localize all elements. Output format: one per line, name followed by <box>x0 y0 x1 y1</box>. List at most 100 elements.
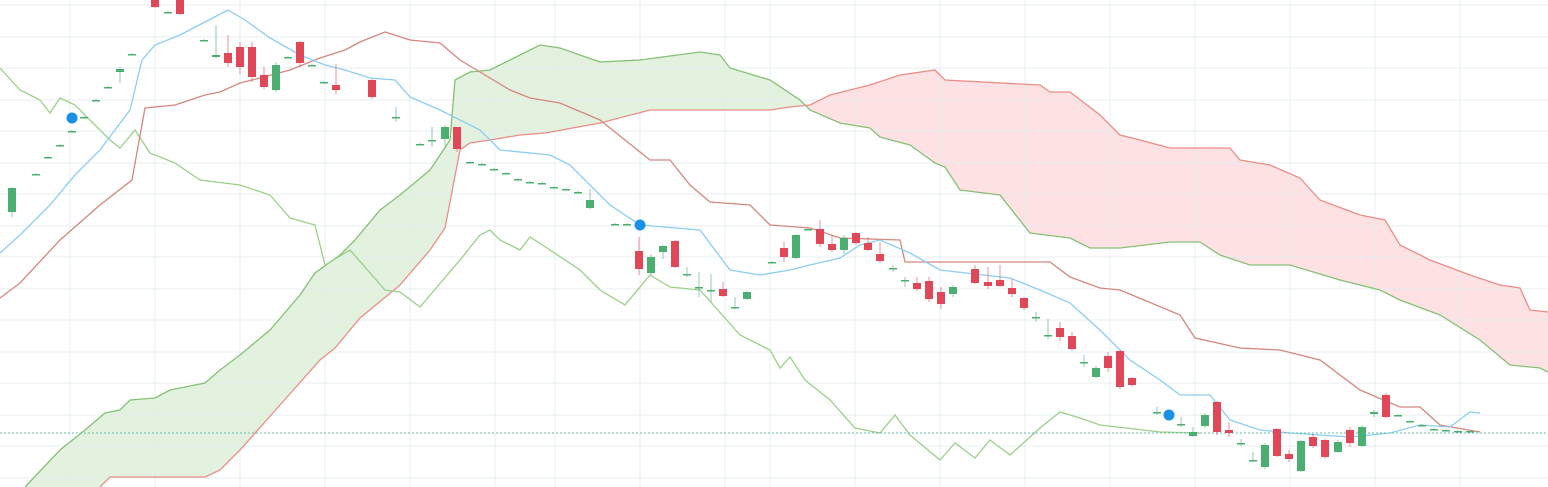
cloud-bear <box>0 70 1548 487</box>
candle-body <box>1020 298 1028 308</box>
candle-body <box>683 274 691 276</box>
candle-body <box>840 238 848 250</box>
candle-body <box>1334 442 1342 452</box>
candle-body <box>1128 378 1136 385</box>
candle-body <box>1273 429 1281 456</box>
candle-body <box>971 269 979 283</box>
candle-body <box>236 47 244 67</box>
candle-body <box>1068 336 1076 349</box>
candle-body <box>128 54 136 56</box>
candle-body <box>949 287 957 294</box>
candle-body <box>248 47 256 77</box>
candle-body <box>296 42 304 63</box>
candle-body <box>913 283 921 289</box>
candle-body <box>32 174 40 176</box>
candle-body <box>731 307 739 309</box>
candle-body <box>151 0 159 7</box>
candle-body <box>695 287 703 289</box>
candle-body <box>1261 445 1269 467</box>
candle-body <box>852 233 860 243</box>
candle-body <box>392 117 400 119</box>
candle-body <box>671 241 679 267</box>
candle-body <box>1309 437 1317 446</box>
candle-body <box>428 140 436 142</box>
candle-body <box>478 164 486 166</box>
candle-body <box>56 145 64 147</box>
candle-body <box>1189 432 1197 436</box>
candle-body <box>743 292 751 299</box>
tenkan-line <box>0 9 1481 438</box>
candle-body <box>104 87 112 89</box>
candle-body <box>876 254 884 261</box>
candle-body <box>719 289 727 296</box>
candle-body <box>1321 440 1329 457</box>
senkou-a-line <box>24 44 1548 487</box>
candle-body <box>368 80 376 97</box>
candle-body <box>453 127 461 149</box>
candle-body <box>1370 412 1378 414</box>
candle-body <box>804 229 812 231</box>
candle-body <box>1346 430 1354 443</box>
candle-body <box>1116 351 1124 387</box>
candle-body <box>792 235 800 258</box>
candle-body <box>1225 430 1233 433</box>
candle-body <box>1285 454 1293 459</box>
candle-body <box>768 262 776 264</box>
candle-body <box>1430 429 1438 431</box>
candle-body <box>416 144 424 146</box>
candle-body <box>502 173 510 175</box>
candle-body <box>332 85 340 90</box>
candle-body <box>925 281 933 299</box>
candle-body <box>441 127 449 139</box>
candle-body <box>1454 431 1462 433</box>
candle-body <box>1237 443 1245 445</box>
candle-body <box>1466 431 1474 433</box>
kijun-line <box>0 31 1481 433</box>
candle-body <box>224 53 232 63</box>
candle-body <box>707 290 715 292</box>
senkou-b-line <box>99 69 1548 487</box>
candle-body <box>466 162 474 164</box>
candle-body <box>574 192 582 194</box>
candle-body <box>176 0 184 14</box>
candle-body <box>1394 415 1402 417</box>
candle-body <box>68 131 76 133</box>
candle-body <box>562 189 570 191</box>
candle-body <box>44 157 52 159</box>
candle-body <box>1382 395 1390 417</box>
signal-marker <box>634 219 646 231</box>
candle-body <box>1032 317 1040 319</box>
candle-body <box>1080 362 1088 364</box>
candle-body <box>1213 402 1221 432</box>
candle-body <box>92 100 100 102</box>
candle-body <box>526 182 534 184</box>
candle-body <box>164 12 172 14</box>
candle-body <box>490 169 498 171</box>
candle-body <box>1418 425 1426 427</box>
candle-body <box>647 257 655 273</box>
candle-body <box>284 57 292 59</box>
candle-body <box>1056 328 1064 337</box>
signal-marker <box>66 112 78 124</box>
candle-body <box>1092 368 1100 377</box>
candle-body <box>1008 288 1016 294</box>
candle-body <box>996 280 1004 286</box>
candle-body <box>8 188 16 212</box>
candle-body <box>1406 421 1414 423</box>
candle-body <box>514 179 522 181</box>
candle-body <box>780 248 788 257</box>
candle-body <box>1297 441 1305 471</box>
candle-body <box>635 251 643 269</box>
candle-body <box>1177 424 1185 426</box>
candle-body <box>659 246 667 252</box>
candle-body <box>538 183 546 185</box>
candle-body <box>816 229 824 244</box>
candle-body <box>1153 412 1161 414</box>
candle-body <box>1358 427 1366 446</box>
candle-body <box>864 243 872 250</box>
candle-body <box>212 55 220 57</box>
candle-body <box>260 75 268 87</box>
candle-body <box>308 65 316 67</box>
